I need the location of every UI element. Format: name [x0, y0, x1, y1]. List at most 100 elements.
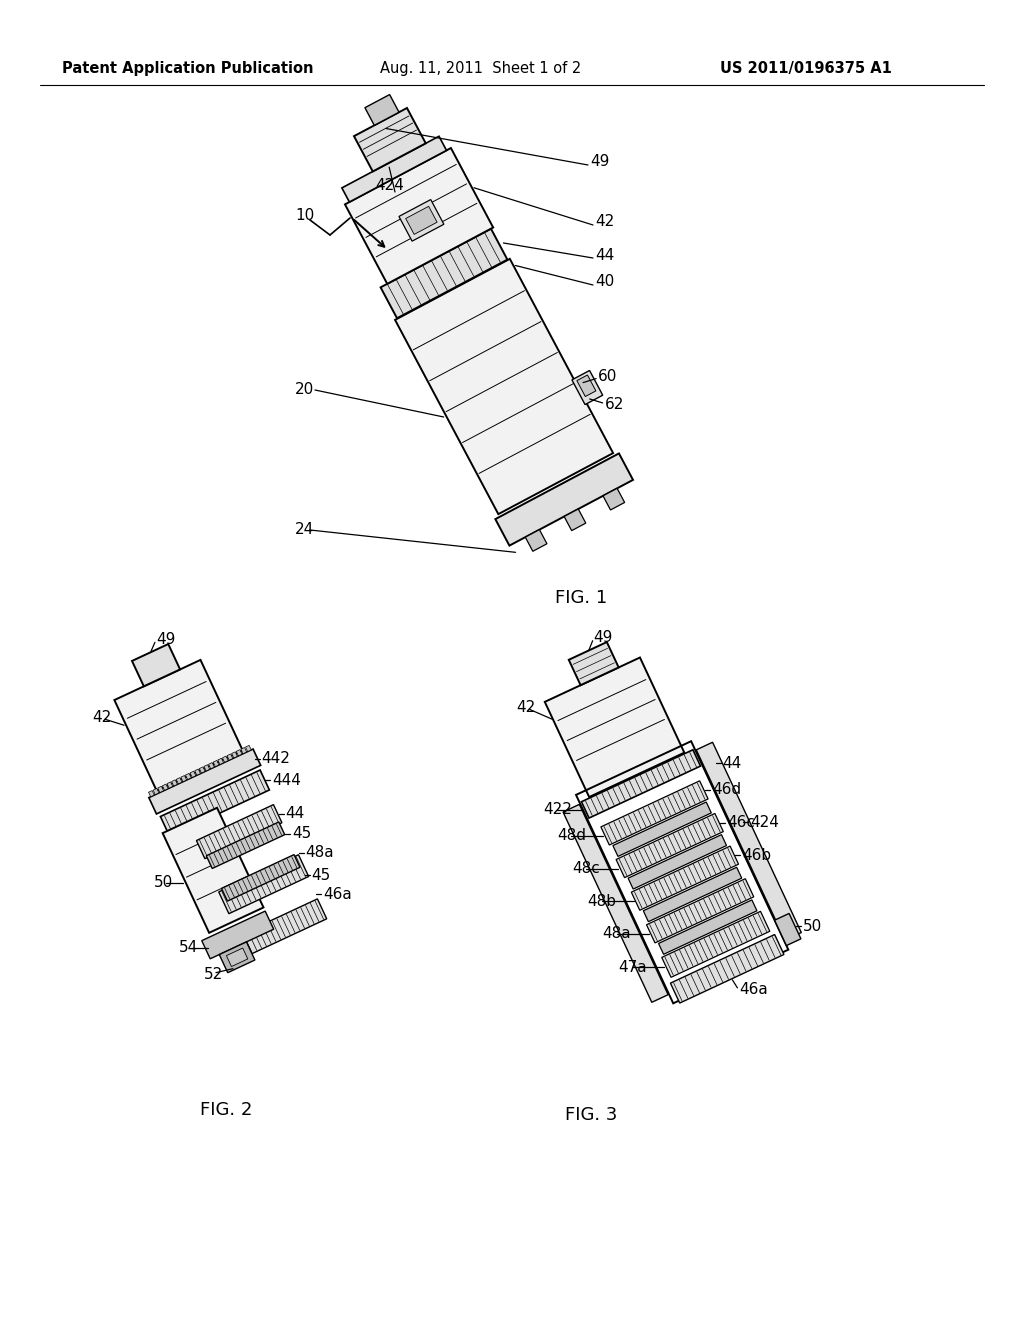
- Polygon shape: [167, 781, 173, 788]
- Polygon shape: [218, 758, 223, 764]
- Text: US 2011/0196375 A1: US 2011/0196375 A1: [720, 61, 892, 75]
- Polygon shape: [568, 642, 618, 685]
- Polygon shape: [241, 747, 247, 754]
- Text: 10: 10: [295, 207, 314, 223]
- Polygon shape: [601, 781, 709, 845]
- Polygon shape: [219, 942, 255, 973]
- Text: 50: 50: [803, 919, 822, 933]
- Polygon shape: [662, 911, 770, 977]
- Polygon shape: [496, 453, 633, 545]
- Polygon shape: [564, 510, 586, 531]
- Text: 48a: 48a: [603, 927, 632, 941]
- Polygon shape: [161, 770, 269, 837]
- Polygon shape: [148, 791, 155, 797]
- Polygon shape: [563, 804, 668, 1002]
- Polygon shape: [227, 754, 232, 760]
- Polygon shape: [197, 805, 282, 859]
- Text: FIG. 2: FIG. 2: [200, 1101, 252, 1119]
- Polygon shape: [115, 660, 243, 791]
- Polygon shape: [202, 911, 273, 958]
- Polygon shape: [365, 95, 399, 125]
- Polygon shape: [671, 935, 784, 1003]
- Polygon shape: [206, 822, 285, 869]
- Text: 44: 44: [286, 807, 305, 821]
- Text: 444: 444: [271, 774, 301, 788]
- Text: 48c: 48c: [572, 861, 600, 876]
- Polygon shape: [646, 879, 754, 942]
- Text: 46a: 46a: [324, 887, 352, 902]
- Polygon shape: [221, 854, 300, 902]
- Polygon shape: [345, 148, 494, 284]
- Text: 49: 49: [156, 632, 175, 647]
- Polygon shape: [163, 784, 168, 791]
- Polygon shape: [246, 746, 251, 751]
- Polygon shape: [643, 867, 741, 921]
- Polygon shape: [204, 764, 210, 771]
- Polygon shape: [231, 752, 238, 758]
- Polygon shape: [613, 803, 712, 857]
- Polygon shape: [213, 760, 219, 767]
- Polygon shape: [354, 108, 426, 172]
- Polygon shape: [525, 529, 547, 552]
- Polygon shape: [395, 259, 613, 513]
- Text: 46d: 46d: [712, 783, 741, 797]
- Text: 60: 60: [598, 370, 617, 384]
- Polygon shape: [342, 136, 446, 202]
- Polygon shape: [132, 644, 180, 686]
- Polygon shape: [181, 775, 186, 781]
- Text: 422: 422: [544, 803, 572, 817]
- Text: 24: 24: [295, 523, 314, 537]
- Text: 52: 52: [204, 968, 223, 982]
- Text: 48d: 48d: [557, 829, 586, 843]
- Polygon shape: [185, 774, 191, 780]
- Text: 49: 49: [594, 630, 613, 645]
- Polygon shape: [632, 846, 738, 911]
- Polygon shape: [219, 855, 308, 913]
- Text: 442: 442: [262, 751, 291, 766]
- Polygon shape: [406, 206, 437, 235]
- Polygon shape: [158, 787, 164, 792]
- Polygon shape: [190, 771, 196, 777]
- Text: 44: 44: [595, 248, 614, 263]
- Polygon shape: [209, 763, 214, 768]
- Polygon shape: [616, 813, 723, 878]
- Polygon shape: [148, 748, 261, 814]
- Text: 42: 42: [516, 700, 536, 714]
- Polygon shape: [200, 767, 205, 774]
- Text: FIG. 1: FIG. 1: [555, 589, 607, 607]
- Polygon shape: [241, 899, 327, 954]
- Polygon shape: [176, 777, 182, 784]
- Polygon shape: [628, 834, 727, 890]
- Polygon shape: [545, 657, 684, 797]
- Text: 424: 424: [751, 814, 779, 830]
- Text: 48a: 48a: [305, 845, 334, 861]
- Polygon shape: [603, 488, 625, 510]
- Text: 45: 45: [292, 826, 311, 841]
- Polygon shape: [237, 750, 242, 756]
- Polygon shape: [577, 375, 596, 396]
- Text: 46a: 46a: [739, 982, 768, 998]
- Text: 46b: 46b: [742, 847, 771, 863]
- Text: 40: 40: [595, 275, 614, 289]
- Text: 48b: 48b: [588, 894, 616, 908]
- Text: 46c: 46c: [727, 814, 755, 830]
- Text: 47a: 47a: [618, 960, 647, 975]
- Polygon shape: [696, 742, 802, 940]
- Text: 42: 42: [595, 214, 614, 230]
- Polygon shape: [154, 788, 159, 795]
- Text: 45: 45: [311, 869, 331, 883]
- Polygon shape: [195, 770, 201, 775]
- Polygon shape: [399, 199, 443, 242]
- Polygon shape: [774, 913, 801, 945]
- Polygon shape: [582, 750, 700, 818]
- Polygon shape: [658, 900, 757, 954]
- Text: FIG. 3: FIG. 3: [565, 1106, 617, 1125]
- Text: 20: 20: [295, 383, 314, 397]
- Text: Patent Application Publication: Patent Application Publication: [62, 61, 313, 75]
- Polygon shape: [172, 780, 177, 785]
- Text: 49: 49: [590, 154, 609, 169]
- Text: Aug. 11, 2011  Sheet 1 of 2: Aug. 11, 2011 Sheet 1 of 2: [380, 61, 582, 75]
- Text: 62: 62: [604, 397, 624, 412]
- Polygon shape: [226, 948, 248, 966]
- Text: 44: 44: [723, 756, 742, 771]
